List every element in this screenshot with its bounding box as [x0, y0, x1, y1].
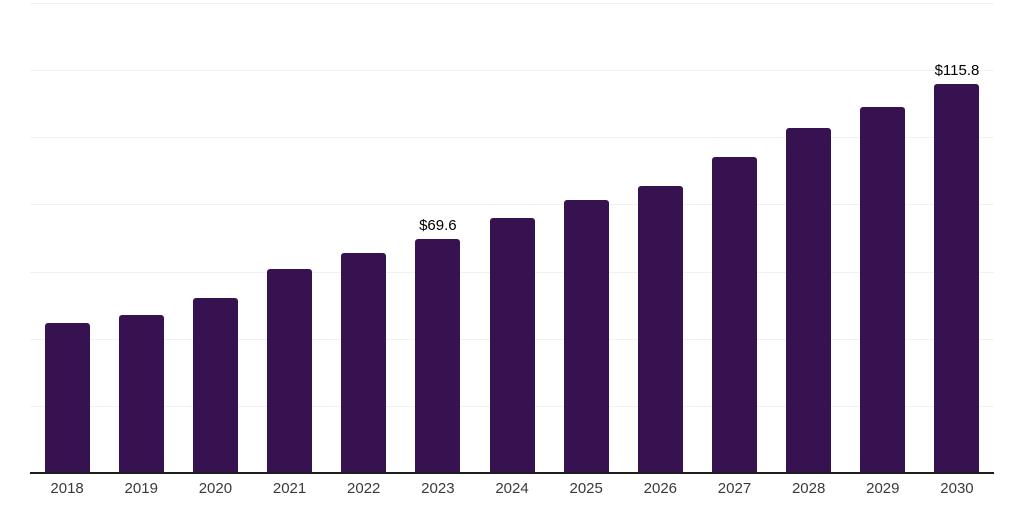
bar-column — [104, 3, 178, 473]
gridline — [30, 70, 994, 72]
bar-column — [697, 3, 771, 473]
bar-column — [252, 3, 326, 473]
x-tick-label: 2020 — [198, 480, 233, 497]
bar-column — [549, 3, 623, 473]
bar — [341, 253, 387, 473]
bar-column — [327, 3, 401, 473]
bar — [786, 127, 832, 473]
bar-column — [30, 3, 104, 473]
bar-column — [772, 3, 846, 473]
bar-value-label: $69.6 — [419, 217, 457, 235]
x-tick-label: 2027 — [717, 480, 752, 497]
bar-column — [475, 3, 549, 473]
x-tick-label: 2022 — [347, 480, 381, 497]
x-tick-label: 2025 — [569, 480, 603, 497]
x-tick-label: 2019 — [124, 480, 158, 497]
bar-column: $69.6 — [401, 3, 475, 473]
bar — [489, 218, 535, 473]
bar — [563, 200, 609, 473]
x-tick-label: 2018 — [50, 480, 84, 497]
bar-column — [846, 3, 920, 473]
x-tick-label: 2021 — [272, 480, 307, 497]
gridline — [30, 204, 994, 206]
x-tick-label: 2030 — [940, 480, 974, 497]
bar — [860, 106, 906, 473]
bar — [118, 314, 164, 473]
gridline — [30, 3, 994, 4]
bar — [637, 186, 683, 473]
gridline — [30, 137, 994, 139]
x-tick-label: 2023 — [421, 480, 455, 497]
bar — [711, 157, 757, 473]
x-tick-label: 2029 — [866, 480, 900, 497]
x-axis-labels: 2018 2019 2020 2021 2022 2023 2024 2025 2026 2027… — [30, 478, 994, 499]
bar — [267, 268, 313, 473]
bar — [415, 239, 461, 473]
plot-area: $69.6 $115.8 — [30, 3, 994, 474]
bar-value-label: $115.8 — [934, 62, 980, 80]
bars-layer: $69.6 $115.8 — [30, 3, 994, 473]
bar — [44, 322, 90, 473]
bar-column — [623, 3, 697, 473]
x-tick-label: 2024 — [495, 480, 529, 497]
x-axis-line — [30, 472, 994, 474]
x-tick-label: 2026 — [643, 480, 678, 497]
x-tick-label: 2028 — [791, 480, 826, 497]
bar — [934, 84, 980, 473]
bar-column: $115.8 — [920, 3, 994, 473]
bar-column — [178, 3, 252, 473]
bar — [192, 297, 238, 473]
